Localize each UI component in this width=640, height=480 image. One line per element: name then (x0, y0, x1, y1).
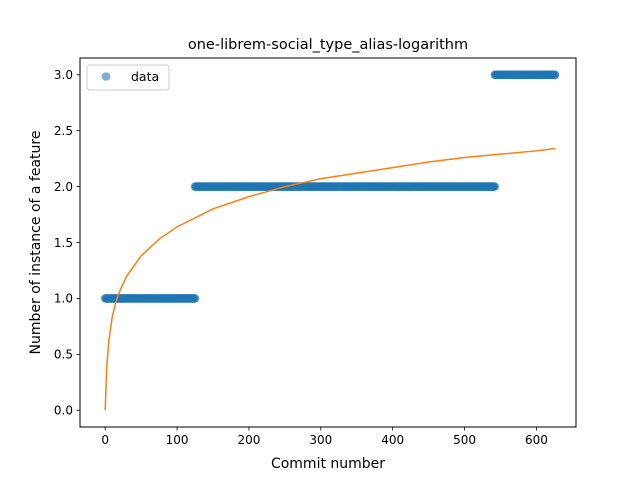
data-point (550, 70, 560, 80)
ticks-layer: 0 100 200 300 400 500 600 0.0 0.5 1.0 1.5 2.0 2.5 3.0 (54, 68, 548, 447)
legend-label-data: data (131, 69, 159, 84)
data-layer (100, 70, 560, 411)
y-tick-label: 0.5 (54, 348, 73, 362)
y-tick-label: 1.0 (54, 292, 73, 306)
x-tick-label: 400 (381, 433, 404, 447)
x-tick-label: 0 (101, 433, 109, 447)
y-tick-label: 2.0 (54, 180, 73, 194)
x-tick-label: 600 (525, 433, 548, 447)
x-tick-label: 200 (237, 433, 260, 447)
data-point (490, 182, 500, 191)
chart-title: one-librem-social_type_alias-logarithm (188, 37, 468, 53)
x-tick-label: 100 (166, 433, 189, 447)
y-tick-label: 1.5 (54, 236, 73, 250)
x-tick-label: 500 (453, 433, 476, 447)
fit-line (104, 147, 556, 411)
x-tick-label: 300 (309, 433, 332, 447)
data-point (190, 294, 200, 303)
x-axis-label: Commit number (271, 456, 385, 472)
legend-box (86, 64, 170, 91)
plot-frame (79, 57, 577, 428)
legend-marker-data (101, 72, 111, 81)
legend: data (86, 64, 170, 91)
y-axis-label: Number of instance of a feature (28, 131, 44, 355)
y-tick-label: 0.0 (54, 404, 73, 418)
y-tick-label: 2.5 (54, 124, 73, 138)
plot-area (80, 58, 576, 427)
y-tick-label: 3.0 (54, 68, 73, 82)
